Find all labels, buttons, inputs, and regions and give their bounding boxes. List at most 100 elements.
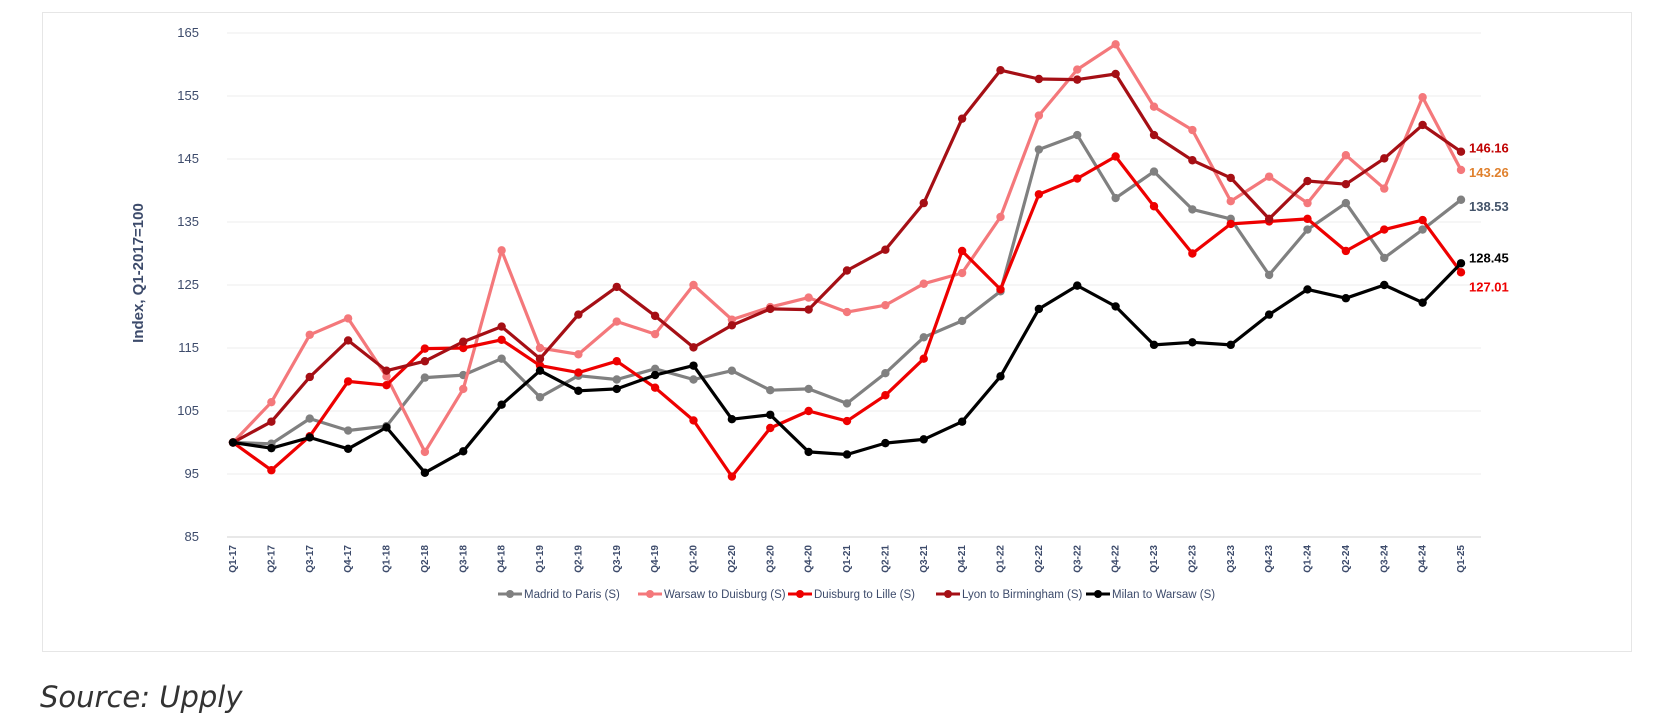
data-point: [459, 343, 468, 353]
y-axis-label: Index, Q1-2017=100: [130, 203, 147, 343]
end-value-label: 146.16: [1469, 141, 1509, 156]
x-tick-label: Q3-18: [458, 545, 469, 573]
data-point: [1111, 152, 1120, 161]
data-point: [1034, 111, 1044, 120]
data-point: [1073, 75, 1082, 84]
data-point: [1073, 281, 1082, 290]
x-tick-label: Q4-21: [957, 545, 968, 573]
data-point: [1303, 225, 1312, 234]
data-point: [612, 375, 621, 384]
data-point: [727, 414, 737, 424]
data-point: [919, 279, 928, 288]
legend-swatch-marker: [646, 590, 654, 598]
y-tick-label: 115: [178, 340, 199, 355]
data-point: [1341, 198, 1351, 208]
x-tick-label: Q3-22: [1072, 545, 1083, 573]
data-point: [1226, 173, 1235, 183]
data-point: [228, 438, 238, 447]
data-point: [1149, 130, 1159, 140]
legend-entry-label: Lyon to Birmingham (S): [962, 589, 1083, 601]
data-point: [804, 447, 813, 457]
x-tick-label: Q3-20: [765, 545, 776, 573]
x-tick-label: Q2-22: [1034, 545, 1045, 573]
data-point: [343, 336, 353, 345]
x-tick-label: Q4-23: [1264, 545, 1275, 573]
data-point: [612, 282, 621, 292]
data-point: [574, 310, 583, 319]
x-tick-label: Q3-21: [919, 545, 930, 573]
data-point: [957, 316, 967, 326]
legend-swatch-marker: [944, 590, 952, 598]
data-point: [1073, 65, 1082, 74]
data-point: [1456, 195, 1466, 204]
data-point: [574, 350, 583, 359]
data-point: [420, 344, 430, 353]
data-point: [689, 416, 698, 425]
data-point: [1149, 102, 1159, 111]
data-point: [497, 246, 506, 255]
data-point: [343, 426, 353, 435]
data-point: [804, 293, 813, 302]
data-point: [459, 337, 468, 346]
data-point: [919, 354, 928, 363]
data-point: [1034, 74, 1044, 84]
data-point: [1418, 120, 1427, 130]
legend-entry-label: Warsaw to Duisburg (S): [664, 589, 786, 601]
data-point: [1034, 304, 1044, 314]
x-tick-label: Q4-20: [804, 545, 815, 573]
data-point: [650, 383, 660, 392]
data-point: [1341, 151, 1351, 160]
data-point: [1188, 156, 1197, 165]
data-point: [842, 416, 852, 426]
data-point: [996, 212, 1005, 222]
data-point: [497, 322, 506, 331]
x-tick-label: Q3-23: [1226, 545, 1237, 573]
data-point: [881, 391, 890, 400]
data-point: [1226, 219, 1235, 229]
data-point: [305, 372, 314, 382]
data-point: [1456, 165, 1466, 175]
x-tick-label: Q2-20: [727, 545, 738, 573]
y-tick-label: 95: [185, 466, 199, 481]
data-point: [1264, 214, 1274, 224]
y-tick-label: 145: [177, 151, 199, 166]
data-point: [1341, 246, 1351, 256]
data-point: [1456, 259, 1466, 268]
data-point: [1380, 225, 1389, 234]
data-point: [343, 377, 353, 386]
data-point: [957, 114, 967, 123]
data-point: [1188, 249, 1197, 258]
data-point: [497, 335, 506, 345]
legend-entry-label: Milan to Warsaw (S): [1112, 589, 1215, 601]
legend-entry-label: Duisburg to Lille (S): [814, 589, 915, 601]
y-tick-label: 85: [185, 529, 199, 544]
x-tick-label: Q1-21: [842, 545, 853, 573]
data-point: [881, 245, 890, 254]
data-point: [689, 361, 698, 370]
data-point: [1111, 40, 1120, 49]
data-point: [1188, 125, 1197, 135]
y-tick-label: 135: [177, 214, 199, 229]
data-point: [497, 400, 506, 409]
x-tick-label: Q1-24: [1303, 545, 1314, 573]
data-point: [1456, 268, 1466, 277]
x-tick-label: Q1-23: [1149, 545, 1160, 573]
data-point: [1418, 215, 1427, 225]
x-tick-label: Q1-25: [1456, 545, 1467, 573]
data-point: [1111, 69, 1120, 79]
chart-frame: 85 95 105 115 125 135 145 155 165 Q1-17 Q2-17 Q3-17…: [42, 12, 1632, 652]
data-point: [727, 472, 737, 481]
data-point: [382, 380, 391, 390]
data-point: [1264, 172, 1274, 181]
data-point: [612, 357, 621, 366]
data-point: [1341, 180, 1351, 189]
data-point: [1303, 198, 1312, 208]
data-point: [1149, 167, 1159, 176]
data-point: [1188, 338, 1197, 347]
data-point: [842, 450, 852, 459]
data-point: [420, 447, 430, 457]
data-point: [343, 444, 353, 453]
data-point: [766, 423, 775, 433]
x-tick-label: Q4-22: [1111, 545, 1122, 573]
data-point: [574, 368, 583, 377]
